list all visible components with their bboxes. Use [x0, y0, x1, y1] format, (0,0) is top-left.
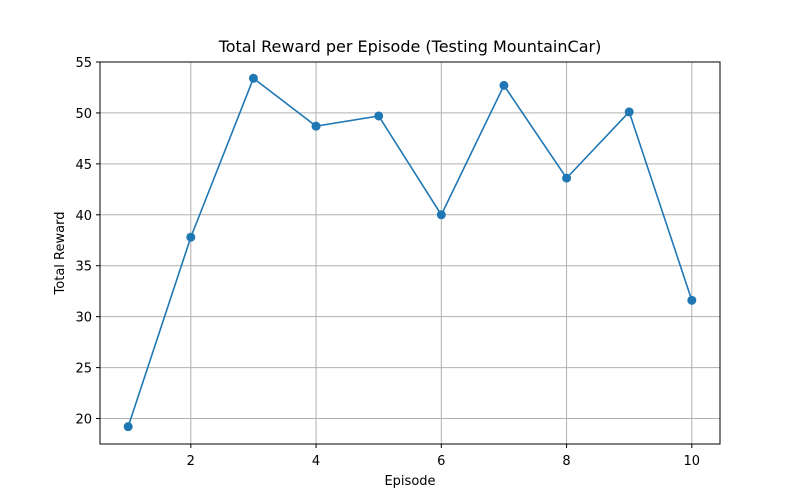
- data-point: [562, 173, 572, 183]
- x-tick-label: 6: [437, 454, 445, 469]
- data-point: [374, 111, 384, 121]
- x-tick-label: 4: [312, 454, 320, 469]
- plot-frame: [99, 61, 721, 445]
- data-point: [624, 107, 634, 117]
- data-point: [499, 80, 509, 90]
- x-axis-label: Episode: [384, 474, 435, 489]
- series-layer: [123, 73, 697, 432]
- x-tick-label: 10: [684, 454, 701, 469]
- y-tick-label: 35: [75, 260, 92, 275]
- data-point: [436, 210, 446, 220]
- y-tick-label: 20: [75, 413, 92, 428]
- y-tick-label: 50: [75, 107, 92, 122]
- axis-ticks: 2 4 6 8 10 20 25 30 35 40 45 50 55: [75, 56, 700, 469]
- y-tick-label: 40: [75, 209, 92, 224]
- y-axis-label: Total Reward: [53, 212, 68, 296]
- series-line: [127, 77, 693, 427]
- y-tick-label: 55: [75, 56, 92, 71]
- x-tick-label: 8: [562, 454, 570, 469]
- x-tick-label: 2: [187, 454, 195, 469]
- data-point: [248, 73, 258, 83]
- y-tick-label: 45: [75, 158, 92, 173]
- y-tick-label: 25: [75, 362, 92, 377]
- data-point: [311, 121, 321, 131]
- data-point: [687, 295, 697, 305]
- data-point: [186, 232, 196, 242]
- chart-title: Total Reward per Episode (Testing Mounta…: [218, 37, 602, 56]
- data-point: [123, 422, 133, 432]
- grid-lines: [100, 61, 720, 444]
- y-tick-label: 30: [75, 311, 92, 326]
